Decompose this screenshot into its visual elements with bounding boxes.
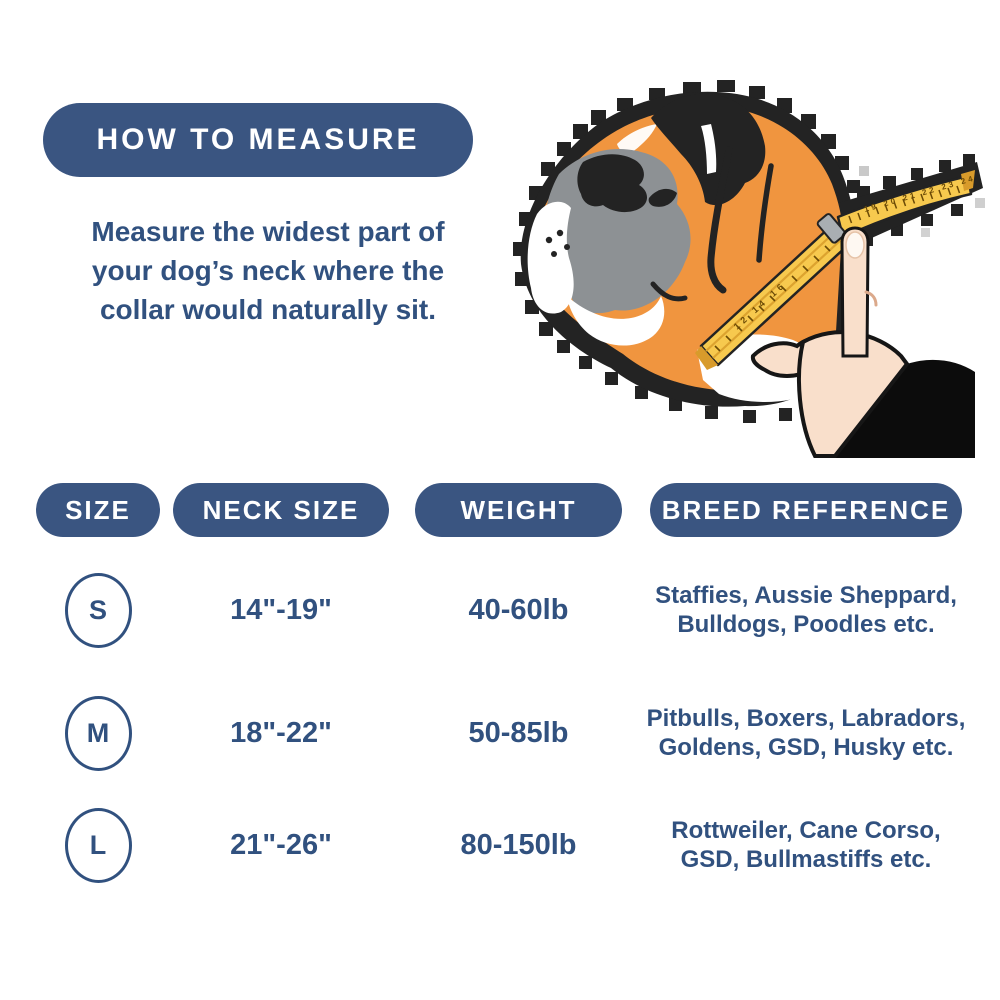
sleeve [817,359,975,458]
weight-cell: 80-150lb [415,795,622,895]
size-cell: M [36,683,160,783]
face-creases [707,146,774,294]
dog-jowl [527,201,574,314]
weight-cell: 40-60lb [415,560,622,660]
column-header-size: SIZE [36,483,160,537]
breed-line-2: Bulldogs, Poodles etc. [677,611,935,638]
whisker-dots [545,229,570,257]
dog-measure-illustration: 12 14 16 19 20 21 22 23 24 [505,58,985,458]
size-cell: S [36,560,160,660]
weight-value: 40-60lb [468,593,569,626]
dog-illustration-svg: 12 14 16 19 20 21 22 23 24 [513,80,985,458]
size-circle-l: L [64,807,132,883]
neck-size-cell: 14"-19" [173,560,389,660]
weight-value: 50-85lb [468,716,569,749]
weight-value: 80-150lb [460,828,577,861]
column-header-neck-size-label: NECK SIZE [202,494,360,525]
mouth-line [650,281,688,302]
neck-size-value: 18"-22" [230,716,332,749]
neck-size-cell: 21"-26" [173,795,389,895]
table-row-small: S 14"-19" 40-60lb Staffies, Aussie Shepp… [0,560,1000,660]
neck-size-cell: 18"-22" [173,683,389,783]
instruction-text: Measure the widest part of your dog’s ne… [91,216,445,325]
how-to-measure-title: HOW TO MEASURE [96,123,420,156]
breed-reference-cell: Pitbulls, Boxers, Labradors, Goldens, GS… [647,683,966,783]
index-finger [840,226,870,358]
size-letter: M [86,717,110,748]
breed-line-2: GSD, Bullmastiffs etc. [680,846,932,873]
breed-line-1: Staffies, Aussie Sheppard, [655,582,957,609]
finger-nail [845,231,865,259]
size-cell: L [36,795,160,895]
head-highlight [617,124,657,156]
how-to-measure-pill: HOW TO MEASURE [43,103,473,177]
nose-wrinkles [577,154,648,213]
column-header-breed-reference: BREED REFERENCE [650,483,962,537]
column-header-breed-reference-label: BREED REFERENCE [661,494,951,525]
column-header-weight: WEIGHT [415,483,622,537]
table-row-large: L 21"-26" 80-150lb Rottweiler, Cane Cors… [0,795,1000,895]
weight-cell: 50-85lb [415,683,622,783]
hand-wrist [797,330,910,458]
neck-size-value: 21"-26" [230,828,332,861]
breed-line-1: Rottweiler, Cane Corso, [671,817,941,844]
dog-chin [567,296,665,346]
column-header-size-label: SIZE [65,494,131,525]
ear-white-sliver [701,124,717,174]
dog-eye [648,188,677,207]
size-circle-s: S [64,572,132,648]
breed-reference-cell: Rottweiler, Cane Corso, GSD, Bullmastiff… [650,795,962,895]
column-header-weight-label: WEIGHT [460,494,577,525]
tape-clip [816,213,846,244]
neck-size-value: 14"-19" [230,593,332,626]
knuckle-crease [864,290,878,307]
table-row-medium: M 18"-22" 50-85lb Pitbulls, Boxers, Labr… [0,683,1000,783]
breed-line-1: Pitbulls, Boxers, Labradors, [646,705,966,732]
column-header-neck-size: NECK SIZE [173,483,389,537]
size-letter: S [88,594,107,625]
breed-line-2: Goldens, GSD, Husky etc. [658,734,954,761]
size-letter: L [89,829,107,860]
size-circle-m: M [64,695,132,771]
breed-reference-cell: Staffies, Aussie Sheppard, Bulldogs, Poo… [650,560,962,660]
